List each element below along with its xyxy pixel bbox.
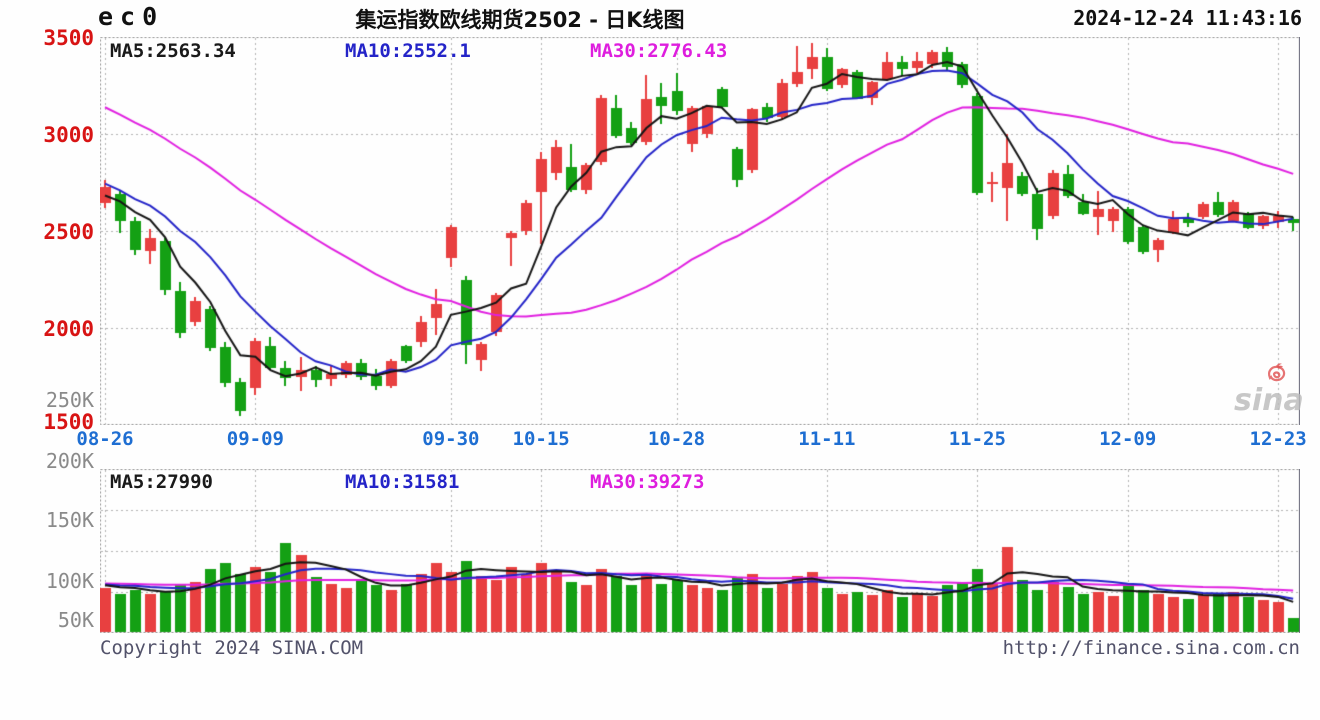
volume-tick-200k: 200K	[45, 449, 94, 473]
x-tick-label: 10-28	[647, 428, 706, 450]
price-ma30-label: MA30:2776.43	[590, 40, 728, 62]
price-ma10-label: MA10:2552.1	[345, 40, 471, 62]
svg-text:sina: sina	[1234, 383, 1304, 418]
x-tick-label: 11-25	[948, 428, 1006, 450]
chart-title: 集运指数欧线期货2502 - 日K线图	[355, 8, 685, 32]
x-tick-label: 11-11	[798, 428, 856, 450]
x-tick-label: 09-30	[422, 428, 480, 450]
x-tick-label: 09-09	[226, 428, 284, 450]
x-tick-label: 12-09	[1099, 428, 1157, 450]
volume-tick-150k: 150K	[45, 508, 94, 532]
x-tick-label: 10-15	[512, 428, 570, 450]
x-tick-label: 08-26	[76, 428, 134, 450]
copyright-text: Copyright 2024 SINA.COM	[100, 637, 364, 659]
volume-tick-100k: 100K	[45, 569, 94, 593]
sina-logo-icon: sina	[1234, 363, 1304, 418]
volume-ma10-label: MA10:31581	[345, 471, 460, 493]
volume-tick-50k: 50K	[57, 608, 94, 632]
price-tick-2000: 2000	[43, 317, 94, 341]
volume-ma5-label: MA5:27990	[110, 471, 213, 493]
quote-timestamp: 2024-12-24 11:43:16	[1073, 6, 1302, 30]
volume-ma30-label: MA30:39273	[590, 471, 705, 493]
price-tick-3000: 3000	[43, 123, 94, 147]
volume-tick-250k: 250K	[45, 388, 94, 412]
price-ma5-label: MA5:2563.34	[110, 40, 236, 62]
price-tick-1500: 1500	[43, 410, 94, 434]
source-url: http://finance.sina.com.cn	[1002, 637, 1300, 659]
x-tick-label: 12-23	[1249, 428, 1307, 450]
price-candlestick-canvas	[100, 37, 1300, 425]
volume-bars-canvas	[100, 469, 1300, 633]
sina-watermark: sina	[1232, 362, 1306, 420]
contract-symbol: ec0	[98, 2, 165, 31]
price-tick-3500: 3500	[43, 26, 94, 50]
price-tick-2500: 2500	[43, 220, 94, 244]
